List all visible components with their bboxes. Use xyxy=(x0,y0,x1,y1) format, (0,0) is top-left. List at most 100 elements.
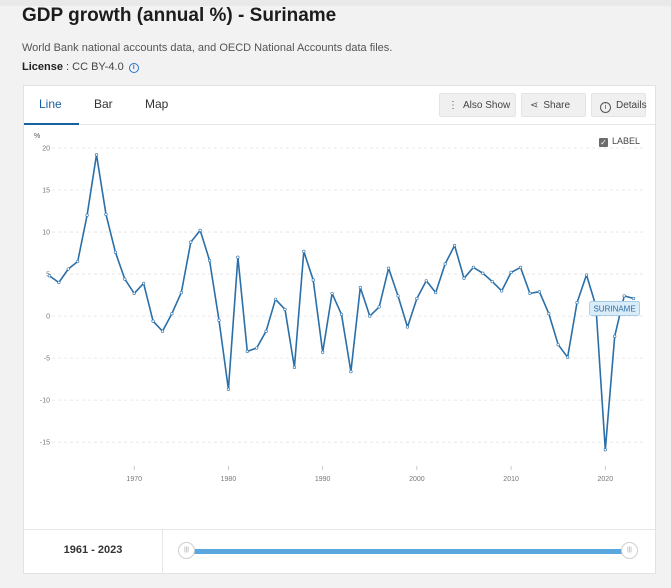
checkbox-checked-icon[interactable]: ✓ xyxy=(599,138,608,147)
data-point xyxy=(132,291,136,296)
share-icon: ⋖ xyxy=(530,100,539,111)
data-point xyxy=(94,153,99,157)
y-axis-unit: % xyxy=(34,133,40,140)
data-point xyxy=(189,240,193,244)
data-point xyxy=(85,213,89,217)
data-point xyxy=(631,296,636,301)
data-point xyxy=(462,276,466,280)
data-point xyxy=(104,212,108,217)
range-slider-end-handle[interactable]: ||| xyxy=(621,542,638,559)
data-point xyxy=(66,267,70,271)
data-point xyxy=(584,273,589,277)
year-range: 1961 - 2023 xyxy=(63,544,123,556)
top-bar xyxy=(0,0,671,6)
data-point xyxy=(603,448,607,452)
tab-bar[interactable]: Bar xyxy=(94,97,113,111)
label-toggle-text: LABEL xyxy=(612,136,641,146)
data-point xyxy=(509,270,513,274)
data-point xyxy=(443,262,447,266)
data-point xyxy=(283,307,287,311)
data-point xyxy=(349,369,353,374)
tab-line[interactable]: Line xyxy=(39,97,62,111)
data-point xyxy=(302,249,306,253)
data-point xyxy=(575,301,579,305)
details-label: Details xyxy=(616,100,647,111)
data-point xyxy=(500,289,504,293)
page-title: GDP growth (annual %) - Suriname xyxy=(22,5,337,26)
data-point xyxy=(405,325,410,329)
share-label: Share xyxy=(543,100,571,111)
data-point xyxy=(47,274,52,278)
data-point xyxy=(377,305,381,309)
data-point xyxy=(518,265,523,269)
data-point xyxy=(217,318,221,322)
line-chart: %20151050-5-10-1519701980199020002010202… xyxy=(34,133,643,483)
license-value: : CC BY-4.0 xyxy=(66,61,124,73)
data-point xyxy=(537,290,541,294)
data-point xyxy=(170,311,174,316)
y-tick-label: -5 xyxy=(44,356,50,363)
info-circle-icon: i xyxy=(600,102,611,113)
license-line: License : CC BY-4.0 i xyxy=(22,61,139,73)
data-point xyxy=(613,334,617,338)
data-point xyxy=(273,297,278,301)
data-point xyxy=(151,319,155,323)
data-point xyxy=(434,290,438,295)
data-point xyxy=(358,285,362,290)
data-point xyxy=(76,259,80,264)
data-point xyxy=(622,294,626,298)
data-point xyxy=(556,343,560,347)
details-button[interactable]: i Details xyxy=(591,93,647,117)
data-point xyxy=(264,329,268,333)
data-point xyxy=(321,350,325,354)
x-tick-label: 2020 xyxy=(598,476,614,483)
data-point xyxy=(226,387,231,391)
data-point xyxy=(198,228,202,232)
data-point xyxy=(207,259,212,263)
series-end-label-box xyxy=(589,301,640,316)
data-point xyxy=(387,266,391,270)
data-point xyxy=(547,311,551,316)
data-point xyxy=(142,281,146,285)
data-point xyxy=(123,277,127,281)
share-button[interactable]: ⋖ Share xyxy=(521,93,586,117)
data-point xyxy=(368,314,372,318)
series-end-label: SURINAME xyxy=(593,304,635,313)
range-slider-start-handle[interactable]: ||| xyxy=(178,542,195,559)
tab-map[interactable]: Map xyxy=(145,97,169,111)
info-icon[interactable]: i xyxy=(128,63,139,73)
data-point xyxy=(292,365,296,369)
data-point xyxy=(113,250,117,254)
x-tick-label: 2000 xyxy=(409,476,425,483)
data-point xyxy=(415,296,419,301)
data-point xyxy=(490,280,494,284)
data-point xyxy=(255,346,259,350)
data-point xyxy=(339,312,344,317)
active-tab-indicator xyxy=(24,123,79,125)
data-point xyxy=(330,291,334,296)
x-tick-label: 1990 xyxy=(315,476,331,483)
data-point xyxy=(528,291,532,296)
range-footer: 1961 - 2023 ||| ||| xyxy=(24,529,655,574)
data-point xyxy=(236,255,240,259)
data-point xyxy=(471,265,476,269)
y-tick-label: -15 xyxy=(40,440,50,447)
also-show-button[interactable]: ⋮ Also Show xyxy=(439,93,516,117)
y-tick-label: 0 xyxy=(46,314,50,321)
y-tick-label: 15 xyxy=(42,188,50,195)
label-toggle[interactable]: ✓ LABEL xyxy=(599,136,640,147)
data-point xyxy=(311,278,315,282)
data-point xyxy=(245,349,249,354)
x-tick-label: 1970 xyxy=(126,476,142,483)
data-point xyxy=(160,329,165,333)
data-point xyxy=(481,271,485,275)
chart-tabs: Line Bar Map ⋮ Also Show ⋖ Share i Details xyxy=(24,86,655,125)
data-point xyxy=(396,294,400,298)
more-vertical-icon: ⋮ xyxy=(448,100,458,111)
series-line xyxy=(48,153,634,451)
source-note: World Bank national accounts data, and O… xyxy=(22,42,393,54)
data-point xyxy=(566,355,570,359)
license-label: License xyxy=(22,61,63,73)
data-point xyxy=(179,290,183,295)
range-slider-track[interactable] xyxy=(185,549,630,554)
